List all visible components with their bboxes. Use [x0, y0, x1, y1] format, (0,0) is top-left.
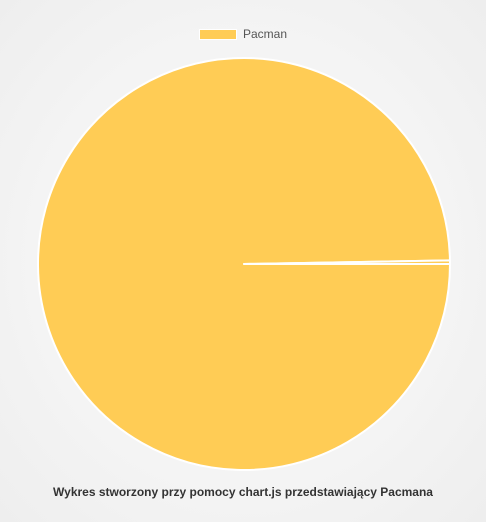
legend-swatch-pacman[interactable] [198, 28, 237, 40]
pie-slice-1[interactable] [243, 259, 452, 265]
pie-slices [37, 56, 452, 471]
chart-caption: Wykres stworzony przy pomocy chart.js pr… [53, 485, 433, 499]
chart-legend: Pacman [0, 27, 486, 41]
legend-label-pacman[interactable]: Pacman [242, 27, 288, 41]
